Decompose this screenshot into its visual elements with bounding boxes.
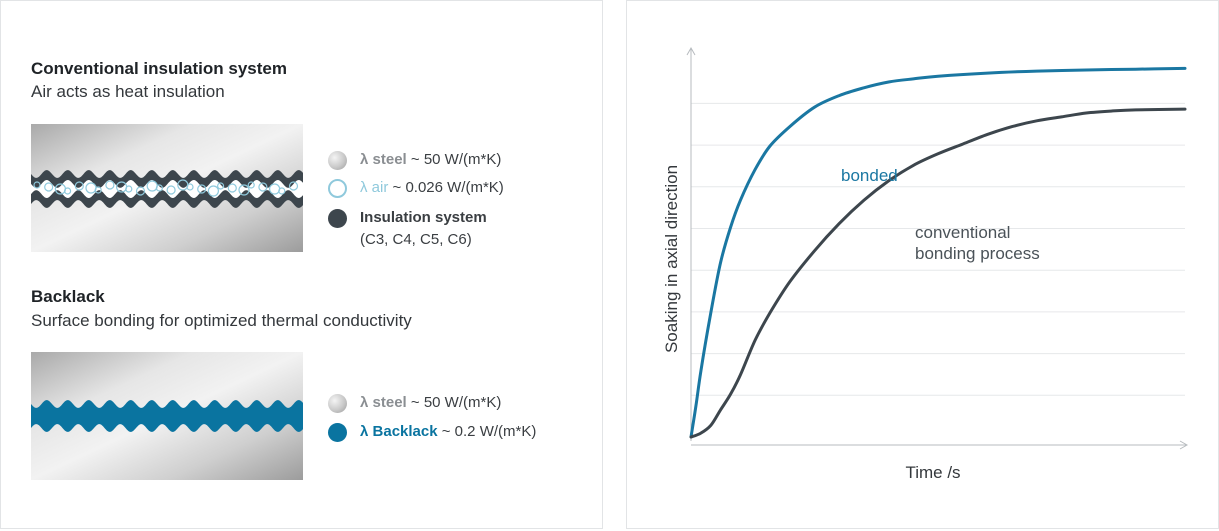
lambda-symbol: λ [360,179,368,196]
legend-label: Backlack [372,423,438,440]
backlack-title: Backlack [31,287,105,306]
backlack-subtitle: Surface bonding for optimized thermal co… [31,311,412,330]
air-bubble [63,187,72,195]
air-bubble [258,182,268,192]
conventional-title: Conventional insulation system [31,59,287,78]
air-bubble [217,182,225,190]
air-bubble [94,186,102,194]
lambda-symbol: λ [360,151,369,168]
lambda-symbol: λ [360,423,369,440]
air-bubble [105,180,115,190]
air-bubble [155,184,163,192]
legend-backlack: λ Backlack ~ 0.2 W/(m*K) [328,423,536,442]
air-bubble [227,183,237,193]
y-axis-arrow-icon [686,46,696,56]
conventional-lamination-illustration [31,124,303,252]
backlack-layer [31,400,303,432]
insulation-comparison-panel: Conventional insulation system Air acts … [0,0,603,529]
backlack-lamination-illustration [31,352,303,480]
lambda-symbol: λ [360,394,369,411]
air-bubble [186,183,194,191]
legend-air: λ air ~ 0.026 W/(m*K) [328,179,504,198]
legend-value: ~ 0.2 W/(m*K) [441,423,537,440]
insulation-layer-upper [31,170,303,188]
air-bubble [247,181,255,189]
steel-icon [328,394,347,413]
air-icon [328,179,347,198]
backlack-icon [328,423,347,442]
series-label-line: bonding process [915,244,1040,263]
air-bubble [125,185,133,193]
gridlines [691,102,1185,396]
insulation-icon [328,209,347,228]
legend-label: steel [372,394,407,411]
steel-icon [328,151,347,170]
soaking-chart: bonded conventional bonding process Time … [662,46,1189,482]
legend-insulation-system: Insulation system (C3, C4, C5, C6) [328,209,487,251]
series-line-conventional [689,107,1187,439]
y-axis-label: Soaking in axial direction [662,165,681,353]
conventional-subtitle: Air acts as heat insulation [31,82,225,101]
x-axis-label: Time /s [905,463,960,482]
insulation-layer-lower [31,190,303,208]
air-bubble [288,181,299,191]
series-label-line: bonded [841,166,898,185]
air-bubble [74,181,84,191]
air-bubble [33,181,41,189]
air-bubble [135,186,146,196]
air-bubble [278,187,286,195]
legend-detail: (C3, C4, C5, C6) [360,231,472,248]
soaking-chart-panel: bonded conventional bonding process Time … [626,0,1219,529]
legend-steel-conventional: λ steel ~ 50 W/(m*K) [328,151,501,170]
legend-value: ~ 50 W/(m*K) [410,394,502,411]
air-bubbles [33,179,299,197]
legend-steel-backlack: λ steel ~ 50 W/(m*K) [328,394,501,413]
x-axis-arrow-icon [1179,440,1189,450]
legend-label: steel [372,151,407,168]
series-label-line: conventional [915,223,1010,242]
series-label-conventional: conventional bonding process [915,223,1040,263]
legend-value: ~ 50 W/(m*K) [410,151,502,168]
air-bubble [197,184,207,194]
air-bubble [166,185,176,195]
air-bubble [207,185,219,197]
series-label-bonded: bonded [841,166,898,185]
legend-value: ~ 0.026 W/(m*K) [392,179,504,196]
series-line-bonded [689,66,1187,439]
air-bubble [44,182,54,192]
legend-label: Insulation system [360,209,487,226]
air-bubble [238,184,250,196]
legend-label: air [371,179,389,196]
